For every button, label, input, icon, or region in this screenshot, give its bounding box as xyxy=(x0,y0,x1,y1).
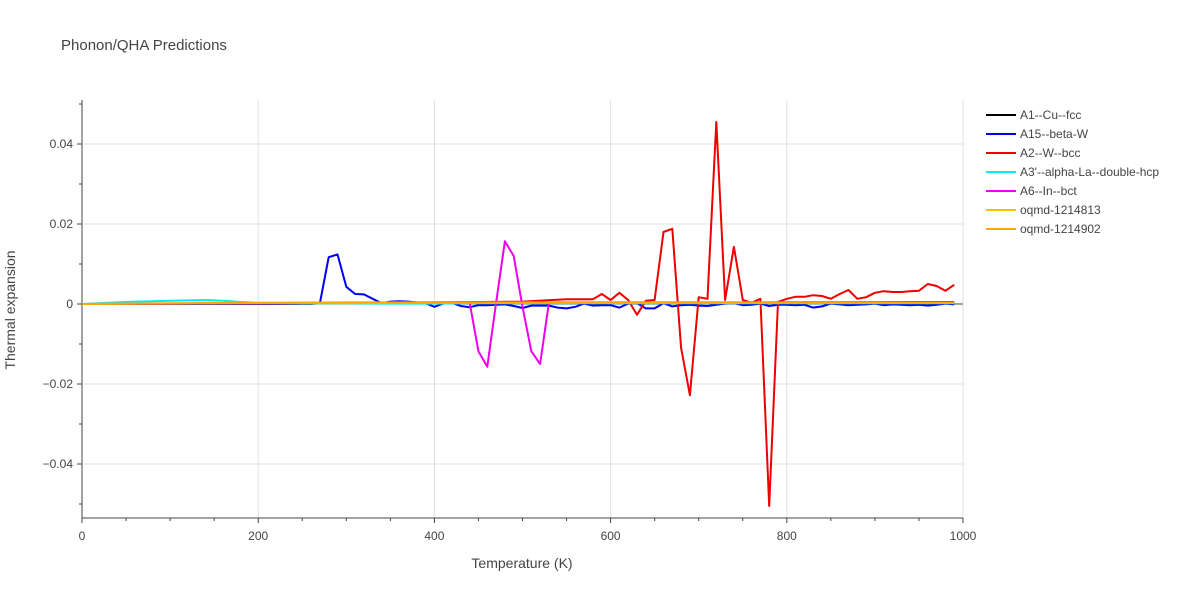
legend-label: A3'--alpha-La--double-hcp xyxy=(1020,165,1159,179)
y-tick-label: −0.04 xyxy=(43,457,74,471)
x-tick-label: 200 xyxy=(248,529,268,543)
series-line-a2-w-bcc xyxy=(81,121,955,507)
legend-label: A1--Cu--fcc xyxy=(1020,108,1081,122)
legend-item[interactable]: A1--Cu--fcc xyxy=(986,108,1081,122)
chart-title: Phonon/QHA Predictions xyxy=(61,37,227,54)
series-line-a15-beta-w xyxy=(82,253,955,310)
axes xyxy=(77,100,964,523)
y-tick-label: −0.02 xyxy=(43,377,74,391)
y-tick-label: 0.04 xyxy=(50,137,74,151)
x-tick-label: 400 xyxy=(424,529,444,543)
legend-item[interactable]: A3'--alpha-La--double-hcp xyxy=(986,165,1159,179)
legend-item[interactable]: oqmd-1214902 xyxy=(986,222,1101,236)
legend-label: oqmd-1214813 xyxy=(1020,203,1101,217)
x-tick-label: 600 xyxy=(601,529,621,543)
legend-item[interactable]: A15--beta-W xyxy=(986,127,1089,141)
series-line-oqmd-1214902 xyxy=(81,301,955,305)
x-axis-title: Temperature (K) xyxy=(471,555,572,571)
legend-label: oqmd-1214902 xyxy=(1020,222,1101,236)
legend-label: A6--In--bct xyxy=(1020,184,1077,198)
tick-labels: 0 200 400 600 800 1000 −0.04 −0.02 0 0.02 0.04 xyxy=(43,137,977,543)
legend[interactable]: A1--Cu--fcc A15--beta-W A2--W--bcc A3'--alp… xyxy=(986,108,1159,236)
series-lines xyxy=(81,121,955,507)
legend-label: A2--W--bcc xyxy=(1020,146,1080,160)
y-tick-label: 0.02 xyxy=(50,217,74,231)
legend-item[interactable]: oqmd-1214813 xyxy=(986,203,1101,217)
x-tick-label: 800 xyxy=(777,529,797,543)
x-tick-label: 0 xyxy=(79,529,86,543)
x-tick-label: 1000 xyxy=(950,529,977,543)
legend-label: A15--beta-W xyxy=(1020,127,1089,141)
legend-item[interactable]: A2--W--bcc xyxy=(986,146,1080,160)
grid-lines xyxy=(82,100,964,518)
y-tick-label: 0 xyxy=(66,297,73,311)
y-axis-title: Thermal expansion xyxy=(2,250,18,369)
legend-item[interactable]: A6--In--bct xyxy=(986,184,1077,198)
